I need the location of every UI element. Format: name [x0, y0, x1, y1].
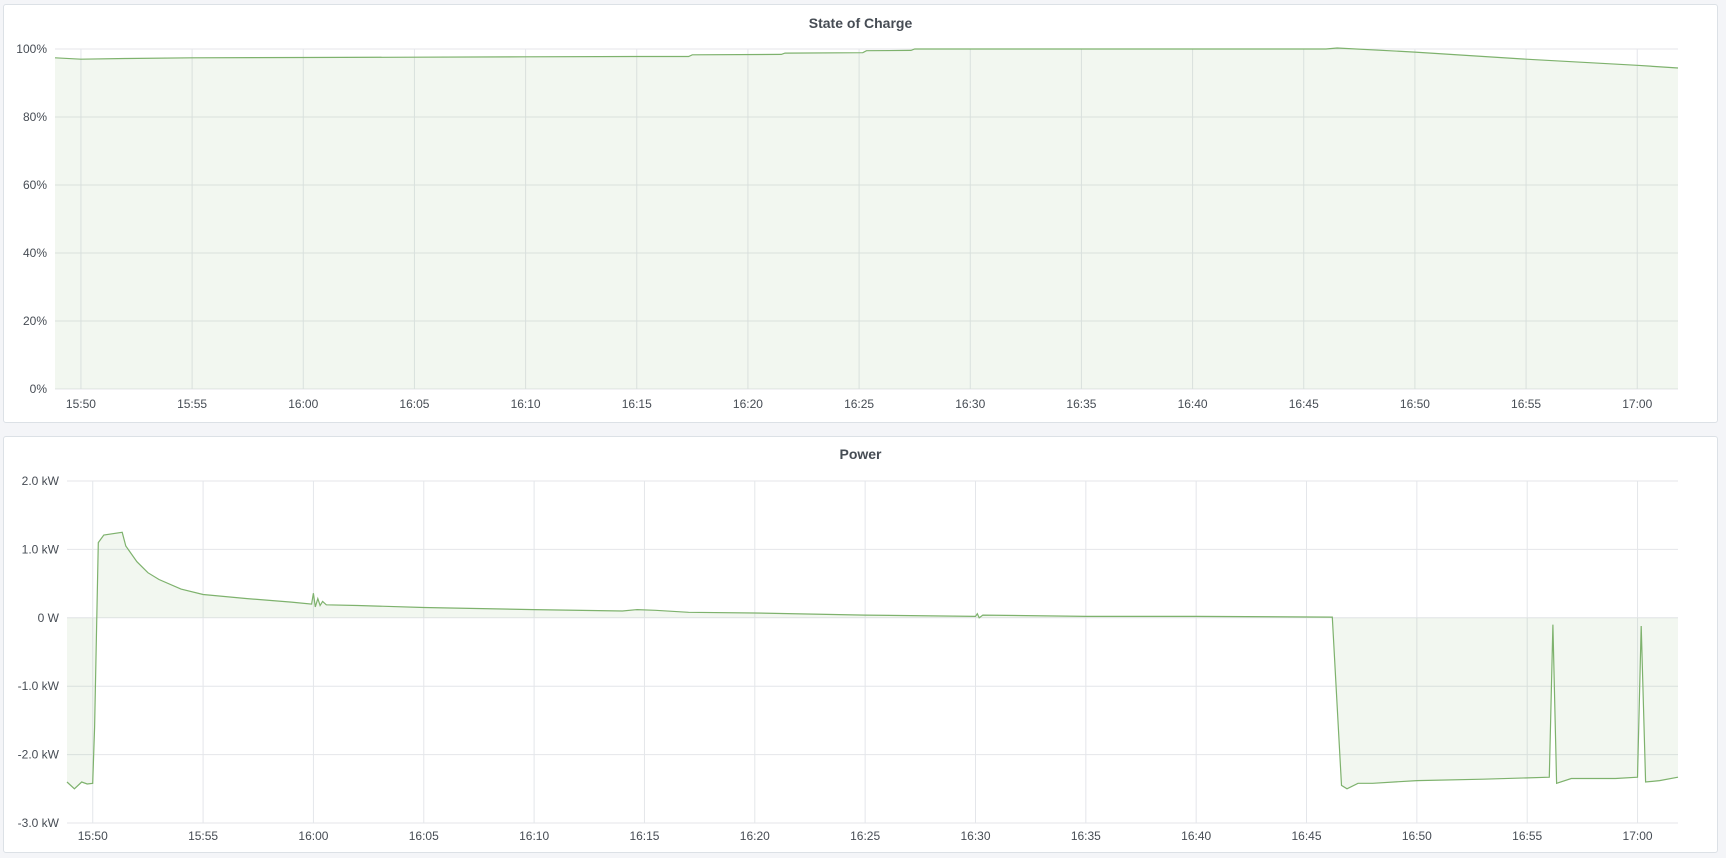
power-x-tick-label: 16:20 [740, 829, 770, 843]
power-x-tick-label: 16:25 [850, 829, 880, 843]
soc-x-tick-label: 16:10 [511, 397, 541, 411]
power-y-tick-label: 1.0 kW [22, 542, 60, 556]
soc-x-tick-label: 17:00 [1622, 397, 1652, 411]
power-x-tick-label: 16:15 [629, 829, 659, 843]
power-area-fill [67, 532, 1678, 789]
power-series-line [66, 531, 1679, 790]
soc-title: State of Charge [808, 15, 913, 31]
soc-x-tick-label: 16:50 [1400, 397, 1430, 411]
soc-y-tick-label: 20% [23, 314, 47, 328]
power-x-tick-label: 17:00 [1623, 829, 1653, 843]
soc-series-line [54, 47, 1679, 69]
soc-y-tick-label: 60% [23, 178, 47, 192]
power-x-tick-label: 16:30 [960, 829, 990, 843]
power-x-tick-label: 15:55 [188, 829, 218, 843]
soc-panel: State of Charge [3, 4, 1718, 423]
power-panel: Power [3, 436, 1718, 853]
power-x-tick-label: 15:50 [78, 829, 108, 843]
power-y-tick-label: 2.0 kW [22, 474, 60, 488]
soc-x-tick-label: 16:15 [622, 397, 652, 411]
soc-x-tick-label: 16:35 [1066, 397, 1096, 411]
soc-x-tick-label: 15:50 [66, 397, 96, 411]
power-x-tick-label: 16:50 [1402, 829, 1432, 843]
power-x-tick-label: 16:35 [1071, 829, 1101, 843]
soc-x-tick-label: 15:55 [177, 397, 207, 411]
soc-x-tick-label: 16:25 [844, 397, 874, 411]
soc-x-tick-label: 16:45 [1289, 397, 1319, 411]
power-y-tick-label: 0 W [38, 611, 60, 625]
power-x-tick-label: 16:45 [1291, 829, 1321, 843]
power-x-tick-label: 16:55 [1512, 829, 1542, 843]
power-x-tick-label: 16:05 [409, 829, 439, 843]
soc-x-tick-label: 16:20 [733, 397, 763, 411]
power-y-tick-label: -2.0 kW [18, 748, 60, 762]
power-title: Power [839, 446, 882, 462]
soc-y-tick-label: 0% [30, 382, 48, 396]
soc-y-tick-label: 80% [23, 110, 47, 124]
power-x-tick-label: 16:10 [519, 829, 549, 843]
soc-x-tick-label: 16:30 [955, 397, 985, 411]
soc-x-tick-label: 16:40 [1178, 397, 1208, 411]
power-y-tick-label: -1.0 kW [18, 679, 60, 693]
soc-x-tick-label: 16:00 [288, 397, 318, 411]
soc-area-fill [55, 48, 1678, 389]
soc-y-tick-label: 40% [23, 246, 47, 260]
power-x-tick-label: 16:00 [298, 829, 328, 843]
power-y-tick-label: -3.0 kW [18, 816, 60, 830]
power-x-tick-label: 16:40 [1181, 829, 1211, 843]
soc-y-tick-label: 100% [16, 42, 47, 56]
soc-x-tick-label: 16:05 [399, 397, 429, 411]
soc-x-tick-label: 16:55 [1511, 397, 1541, 411]
